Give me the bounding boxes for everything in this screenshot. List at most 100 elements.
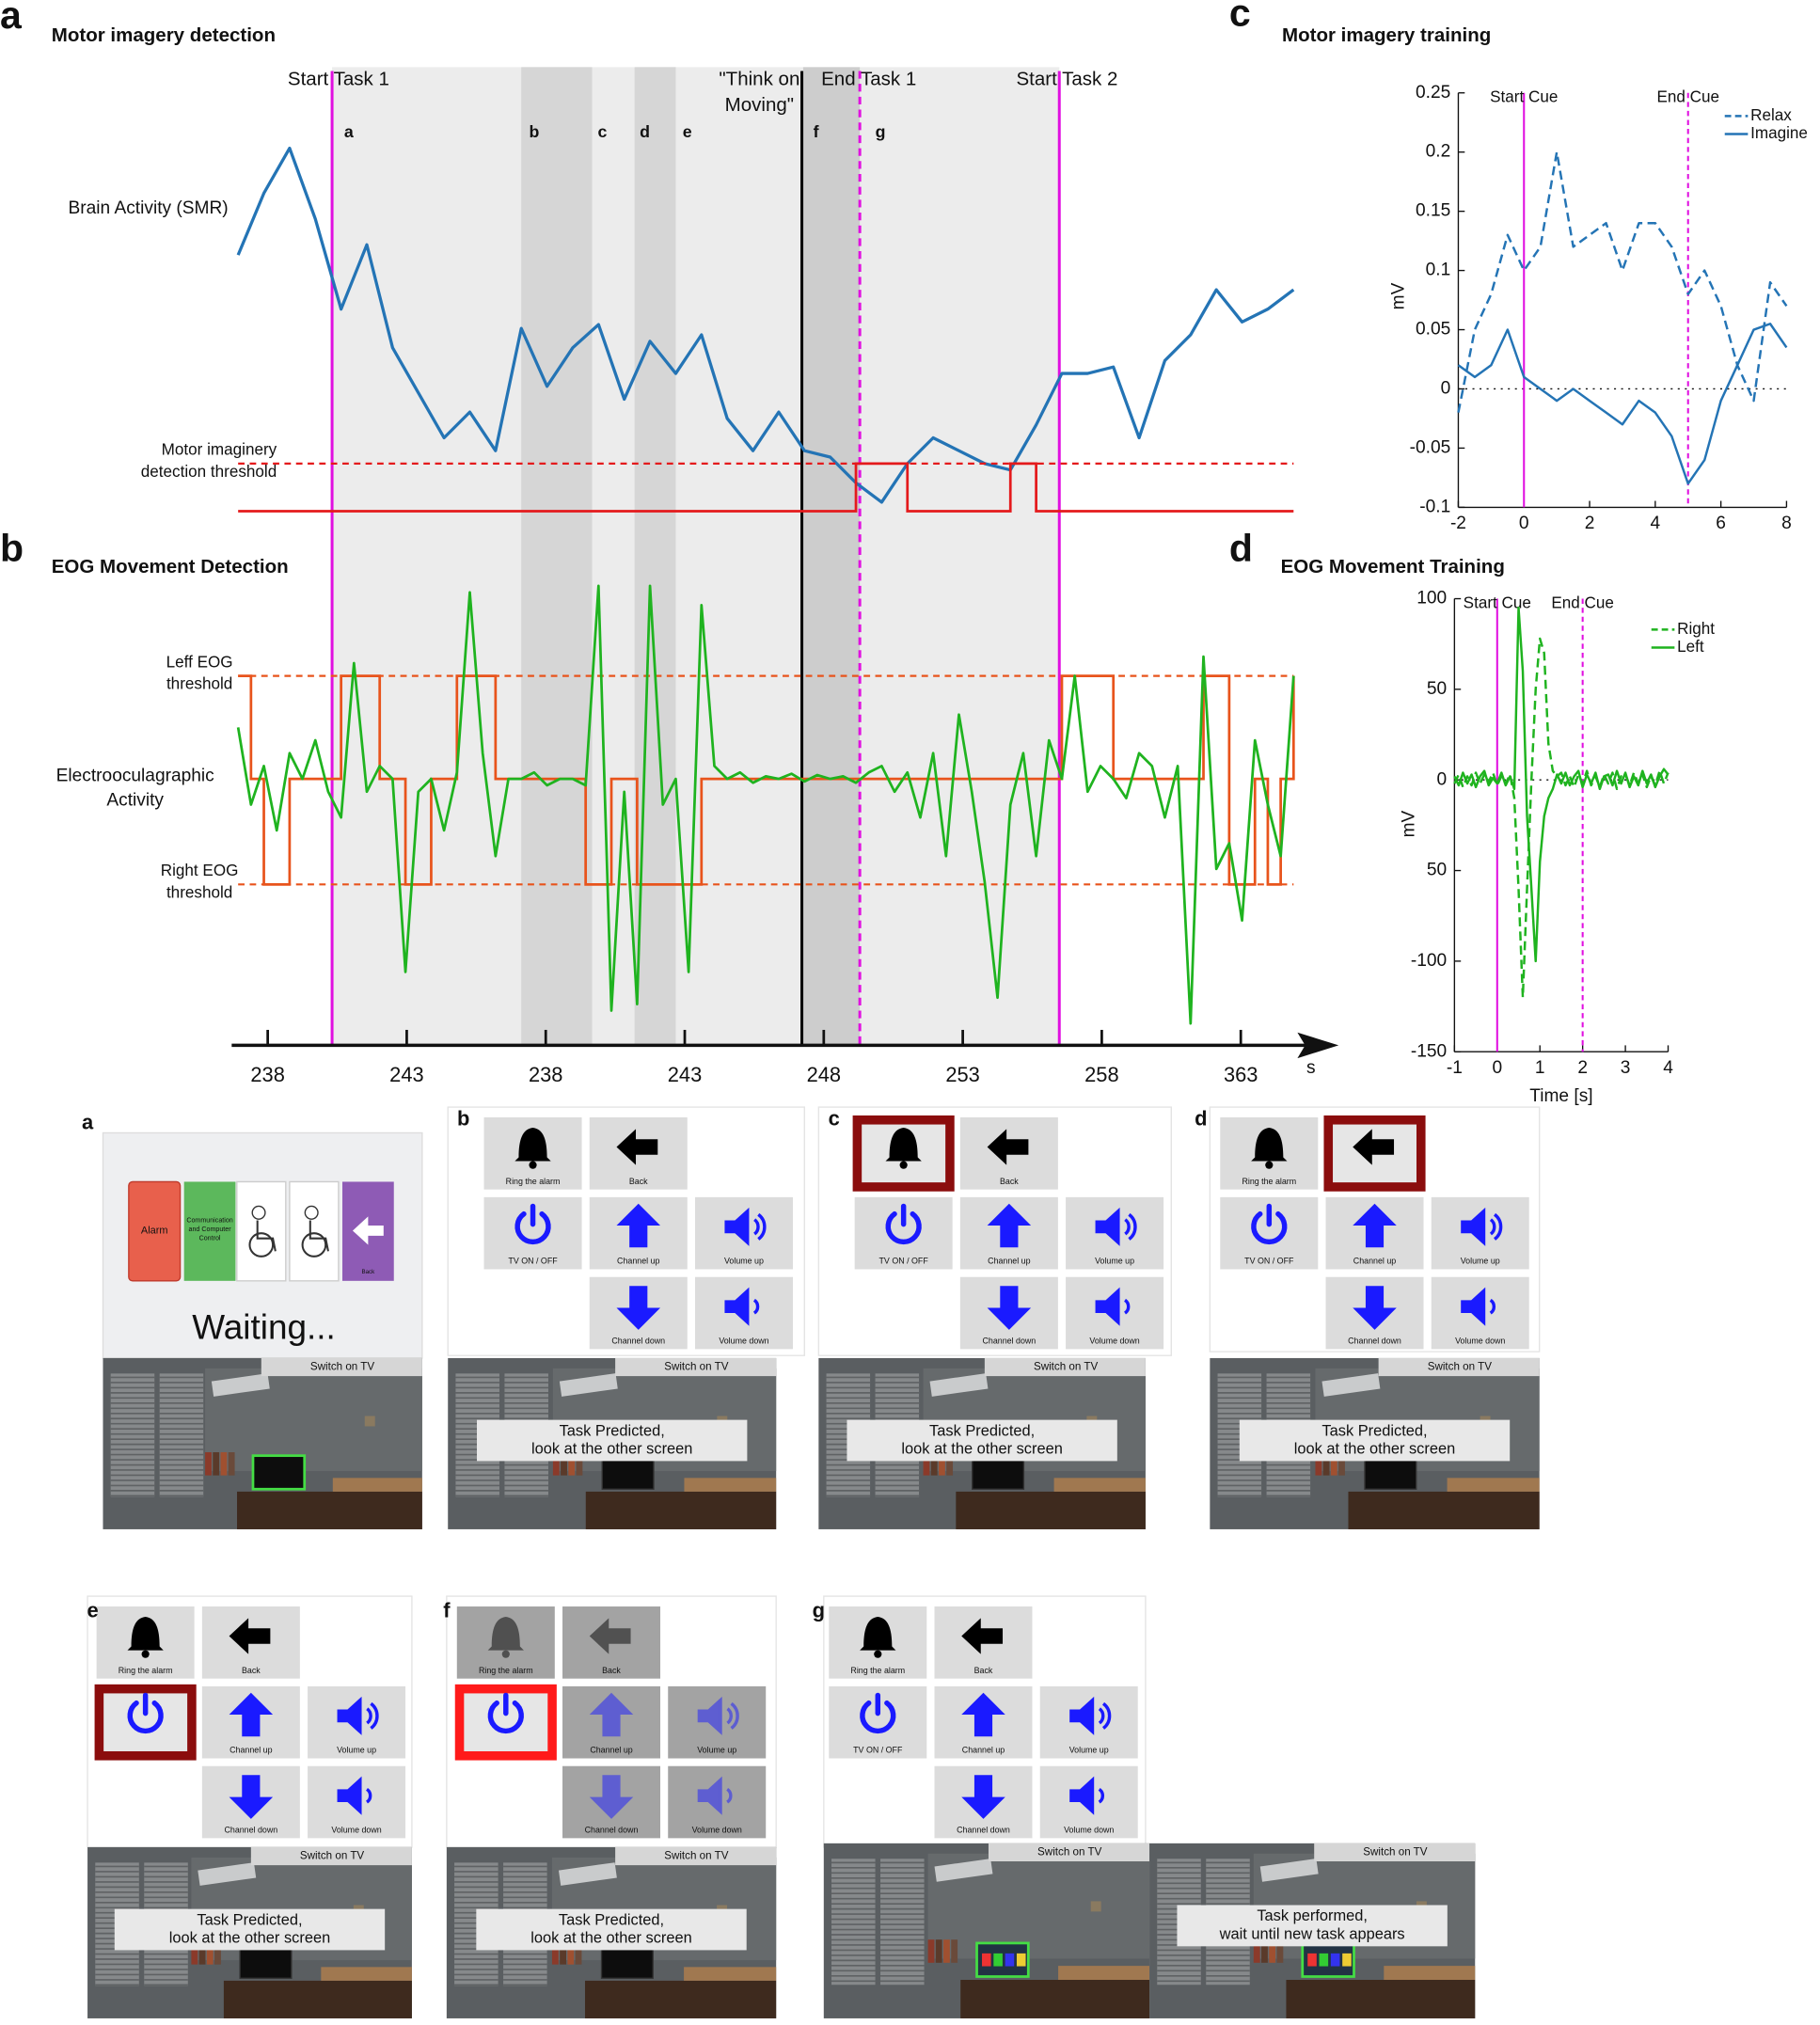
menu-button: Ring the alarm [96,1606,195,1679]
icon [501,1650,510,1658]
icon [1353,1286,1397,1330]
button-label: Channel up [1353,1257,1396,1266]
book [930,1452,938,1476]
icon [1353,1129,1395,1165]
button-label: Ring the alarm [479,1666,533,1675]
menu-button: Channel down [562,1765,661,1839]
desk [237,1491,422,1529]
icon [337,1696,362,1735]
y-axis-label: Brain Activity (SMR) [69,198,229,218]
cue-label: End Cue [1551,594,1614,612]
button-label: Channel up [988,1257,1030,1266]
menu-button [1323,1115,1426,1192]
button-icon [589,1775,634,1819]
icon [724,1287,750,1326]
desk [223,1980,412,2018]
book [923,1452,930,1476]
window [880,1859,925,1985]
icon [1251,1210,1288,1245]
threshold-label: Right EOG [161,862,239,879]
button-icon [1095,1207,1137,1246]
table [321,1967,412,1981]
menu-button: Channel up [959,1196,1058,1270]
room-message: look at the other screen [901,1440,1062,1457]
y-tick-label: 0.1 [1426,261,1451,280]
tv-tile [982,1953,991,1967]
room-view: Switch on TV [823,1843,1150,2018]
room-title: Switch on TV [1037,1845,1102,1858]
icon [1069,1776,1095,1815]
menu-button: Volume up [1431,1196,1529,1270]
room-view: Switch on TV [103,1357,422,1529]
icon [487,1700,524,1734]
icon [589,1692,634,1737]
x-tick-label: 2 [1585,514,1595,533]
room-message: Task Predicted, [560,1422,665,1439]
button-label: Ring the alarm [1242,1177,1296,1186]
icon [860,1700,896,1734]
book [1338,1452,1345,1476]
x-tick-label: 258 [1084,1063,1119,1086]
room-message: Task Predicted, [1321,1422,1427,1439]
legend-label: Left [1677,638,1704,656]
room-message: Task Predicted, [929,1422,1035,1439]
room-title: Switch on TV [300,1850,365,1862]
title-box [615,1357,777,1377]
menu-button: Channel up [1325,1196,1424,1270]
menu-button: Back [934,1606,1033,1679]
icon [899,1161,908,1169]
tv [251,1454,307,1491]
room-message: Task Predicted, [559,1911,664,1928]
button-icon [229,1618,271,1654]
button-icon [1461,1207,1503,1246]
panel-label: g [813,1598,825,1622]
book [575,1941,582,1965]
segment-label: b [529,122,539,141]
window [110,1373,155,1497]
icon [1101,1701,1112,1730]
y-axis-label: mV [1389,282,1409,309]
icon [365,1787,372,1804]
icon [529,1161,537,1169]
book [198,1941,206,1965]
x-tick-label: 243 [668,1063,703,1086]
room-message: Task Predicted, [197,1911,302,1928]
icon [726,1787,733,1804]
segment-label: e [683,122,692,141]
x-tick-label: 253 [945,1063,980,1086]
window [159,1373,204,1497]
wheelchair-icon [301,1232,327,1258]
x-tick-label: 4 [1651,514,1661,533]
tile-label: Alarm [141,1225,168,1236]
x-tick-label: 248 [807,1063,842,1086]
button-label: Ring the alarm [119,1666,173,1675]
button-label: Back [629,1177,648,1186]
icon [514,1127,551,1162]
y-tick-label: -0.05 [1410,437,1451,457]
icon [752,1298,760,1315]
icon [730,1701,739,1730]
tile-label: Control [199,1235,221,1242]
table [684,1967,777,1981]
tile-label: Communication [186,1216,232,1224]
button-label: TV ON / OFF [853,1746,903,1755]
button-label: TV ON / OFF [879,1257,929,1266]
y-tick-label: -100 [1411,951,1447,971]
tv [601,1454,655,1490]
segment-label: g [876,122,886,141]
icon [961,1775,1005,1819]
series-line [1457,150,1788,413]
menu-button: Channel down [934,1765,1033,1839]
x-tick-label: -1 [1447,1058,1463,1078]
button-label: Volume up [724,1257,764,1266]
button-icon [961,1775,1005,1819]
icon [1493,1212,1503,1241]
menu-button: Volume up [1066,1196,1164,1270]
message-box [847,1419,1117,1462]
button-label: Volume up [337,1746,376,1755]
menu-button: Channel down [589,1276,688,1350]
button-label: Back [602,1666,621,1675]
tv-tile [1319,1953,1329,1967]
cue-label: Start Cue [1490,88,1558,106]
task-region [332,67,1060,1046]
